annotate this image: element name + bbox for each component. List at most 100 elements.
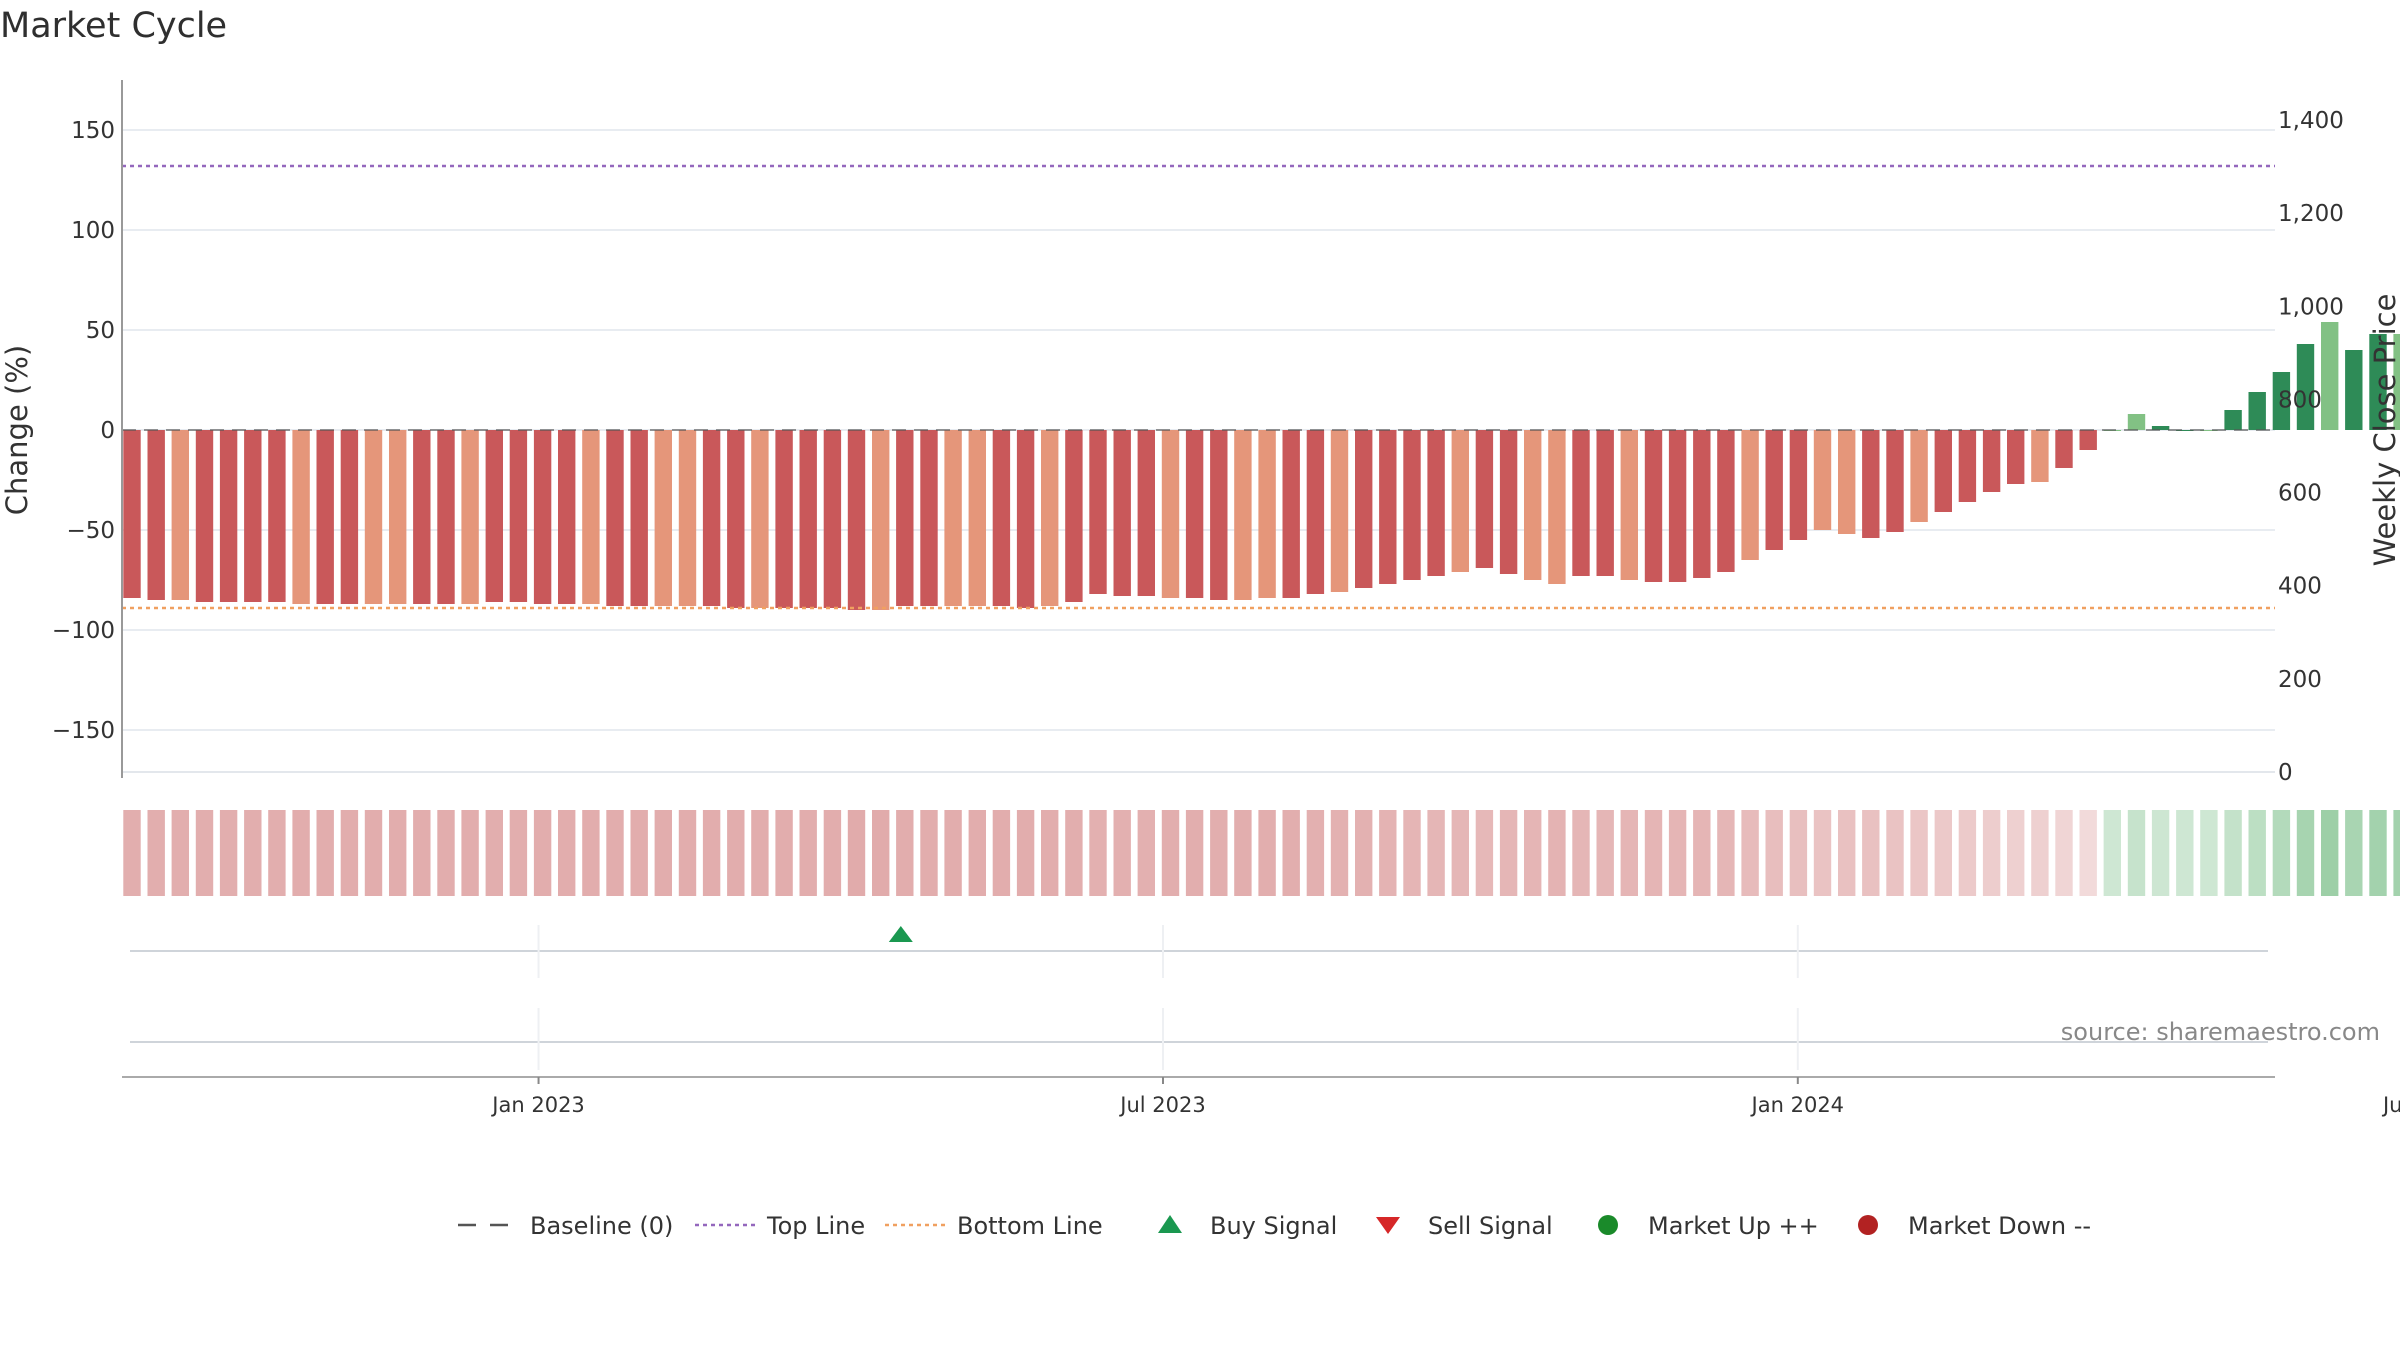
strip-cell xyxy=(171,810,189,896)
strip-cell xyxy=(244,810,262,896)
bar xyxy=(1403,430,1421,580)
strip-cell xyxy=(2224,810,2242,896)
strip-cell xyxy=(2369,810,2387,896)
bar xyxy=(1886,430,1904,532)
bar xyxy=(1234,430,1252,600)
strip-cell xyxy=(1137,810,1155,896)
y2-tick-label: 800 xyxy=(2278,387,2322,413)
bar xyxy=(920,430,938,606)
bar xyxy=(1475,430,1494,568)
bar xyxy=(702,430,721,606)
strip-cell xyxy=(437,810,455,896)
bar xyxy=(1668,430,1687,582)
legend-swatch xyxy=(1858,1215,1878,1235)
legend-swatch xyxy=(1158,1215,1182,1233)
chart-title: Market Cycle xyxy=(0,6,228,46)
bar xyxy=(1210,430,1228,600)
legend-label: Market Up ++ xyxy=(1648,1212,1819,1240)
y-tick-label: −50 xyxy=(66,518,115,544)
bar xyxy=(606,430,624,606)
strip-cell xyxy=(2176,810,2194,896)
strip-cell xyxy=(2079,810,2097,896)
bar xyxy=(1958,430,1977,502)
strip-cell xyxy=(1668,810,1687,896)
legend-item: Market Down -- xyxy=(1858,1212,2091,1240)
strip-cell xyxy=(992,810,1011,896)
strip-cell xyxy=(799,810,817,896)
bar xyxy=(1741,430,1759,560)
strip-cell xyxy=(1210,810,1228,896)
bar xyxy=(775,430,793,608)
bar xyxy=(509,430,528,602)
legend: Baseline (0) Top Line Bottom Line Buy Signa… xyxy=(458,1212,2091,1240)
strip-cell xyxy=(1355,810,1373,896)
bar xyxy=(2393,334,2400,430)
bar xyxy=(1813,430,1832,530)
strip-cell xyxy=(509,810,528,896)
strip-cell xyxy=(1475,810,1494,896)
strip-cell xyxy=(678,810,697,896)
strip-cell xyxy=(1041,810,1059,896)
strip-cell xyxy=(340,810,359,896)
strip-cell xyxy=(896,810,914,896)
bar xyxy=(1258,430,1276,598)
bar xyxy=(1548,430,1566,584)
legend-item: Buy Signal xyxy=(1158,1212,1337,1240)
bar xyxy=(2369,334,2387,430)
strip-cell xyxy=(1499,810,1518,896)
bar xyxy=(413,430,431,604)
strip-cell xyxy=(1910,810,1928,896)
legend-label: Top Line xyxy=(766,1212,865,1240)
strip-cell xyxy=(1548,810,1566,896)
strip-cell xyxy=(1161,810,1180,896)
bar xyxy=(2345,350,2363,430)
bar xyxy=(1572,430,1590,576)
strip-cell xyxy=(1644,810,1663,896)
strip-cell xyxy=(654,810,672,896)
y-tick-label: 0 xyxy=(100,418,115,444)
bar xyxy=(558,430,576,604)
strip-cell xyxy=(1741,810,1759,896)
y2-tick-label: 600 xyxy=(2278,481,2322,507)
bar xyxy=(1355,430,1373,588)
bar xyxy=(872,430,890,610)
x-tick-label: Jul 2024 xyxy=(2381,1093,2400,1117)
bar xyxy=(1306,430,1325,594)
strip-cell xyxy=(1572,810,1590,896)
legend-item: Market Up ++ xyxy=(1598,1212,1819,1240)
bar xyxy=(2127,414,2146,430)
strip-cell xyxy=(1258,810,1276,896)
strip-cell xyxy=(2031,810,2049,896)
bar xyxy=(1113,430,1131,596)
y-tick-label: −100 xyxy=(52,618,115,644)
bar xyxy=(533,430,552,604)
strip-cell xyxy=(1958,810,1977,896)
strip-cell xyxy=(582,810,600,896)
bar xyxy=(1717,430,1735,572)
strip-cell xyxy=(2393,810,2400,896)
bar xyxy=(2272,372,2291,430)
bar xyxy=(1789,430,1808,540)
bar xyxy=(389,430,407,604)
strip-cell xyxy=(389,810,407,896)
bar xyxy=(1041,430,1059,606)
y2-tick-label: 1,000 xyxy=(2278,294,2344,320)
bar xyxy=(1427,430,1445,576)
bar xyxy=(147,430,165,600)
y-axis-left: 150 100 50 0 −50 −100 −150 Change (%) xyxy=(0,80,123,778)
strip-cell xyxy=(195,810,214,896)
bar xyxy=(485,430,503,602)
strip-cell xyxy=(2007,810,2025,896)
strip-cell xyxy=(1789,810,1808,896)
strip-cell xyxy=(2200,810,2218,896)
strip-cell xyxy=(606,810,624,896)
strip-cell xyxy=(1524,810,1542,896)
strip-cell xyxy=(1886,810,1904,896)
bar xyxy=(1137,430,1155,596)
bar xyxy=(2031,430,2049,482)
strip-cell xyxy=(1379,810,1397,896)
x-tick-label: Jan 2024 xyxy=(1750,1093,1845,1117)
strip-cell xyxy=(147,810,165,896)
bar xyxy=(340,430,359,604)
